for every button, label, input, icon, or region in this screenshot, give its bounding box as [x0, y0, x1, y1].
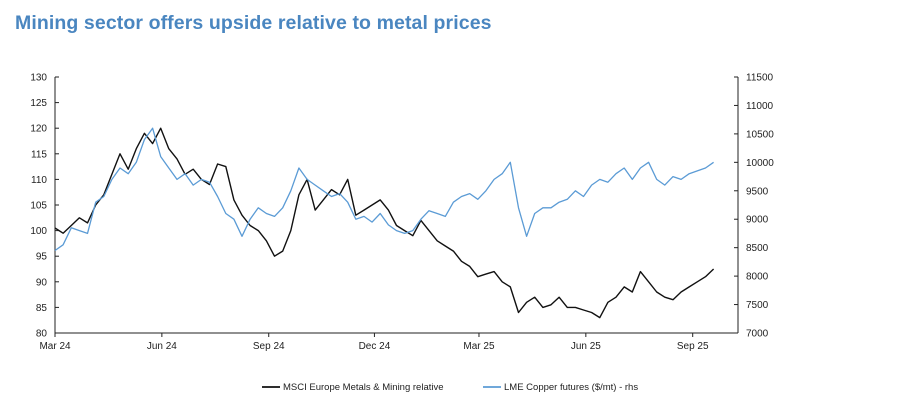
right-tick-label: 7500	[746, 300, 769, 311]
left-tick-label: 115	[31, 149, 47, 160]
legend-label-copper: LME Copper futures ($/mt) - rhs	[504, 382, 638, 393]
legend: MSCI Europe Metals & Mining relative LME…	[262, 382, 638, 393]
series-lines	[54, 127, 715, 319]
x-tick-label: Jun 24	[147, 341, 177, 352]
x-tick-label: Jun 25	[571, 341, 601, 352]
x-tick-label: Mar 25	[463, 341, 495, 352]
left-tick-label: 110	[31, 175, 47, 186]
x-tick-label: Dec 24	[359, 341, 391, 352]
chart-title: Mining sector offers upside relative to …	[15, 12, 492, 34]
right-tick-label: 11000	[746, 101, 774, 112]
right-tick-label: 11500	[746, 73, 774, 84]
left-tick-label: 130	[30, 73, 47, 84]
left-tick-label: 80	[36, 329, 48, 340]
left-tick-label: 105	[30, 201, 47, 212]
left-tick-label: 95	[36, 252, 48, 263]
right-tick-label: 10000	[746, 158, 774, 169]
left-tick-label: 90	[36, 277, 48, 288]
x-tick-label: Sep 25	[677, 341, 709, 352]
left-tick-label: 125	[30, 98, 47, 109]
right-tick-label: 8000	[746, 272, 769, 283]
series-line-copper	[54, 127, 714, 252]
right-tick-label: 9000	[746, 215, 769, 226]
axes: 80 85 90 95 100 105 110 115 120 125 130 7000 7500 800…	[30, 73, 774, 353]
legend-label-msci: MSCI Europe Metals & Mining relative	[283, 382, 444, 393]
x-tick-label: Sep 24	[253, 341, 285, 352]
right-tick-label: 9500	[746, 186, 769, 197]
left-tick-label: 100	[30, 226, 47, 237]
left-tick-label: 120	[30, 124, 47, 135]
left-tick-label: 85	[36, 303, 48, 314]
right-tick-label: 10500	[746, 129, 774, 140]
right-tick-label: 7000	[746, 329, 769, 340]
right-tick-label: 8500	[746, 243, 769, 254]
series-line-msci	[54, 127, 715, 319]
x-tick-label: Mar 24	[39, 341, 71, 352]
